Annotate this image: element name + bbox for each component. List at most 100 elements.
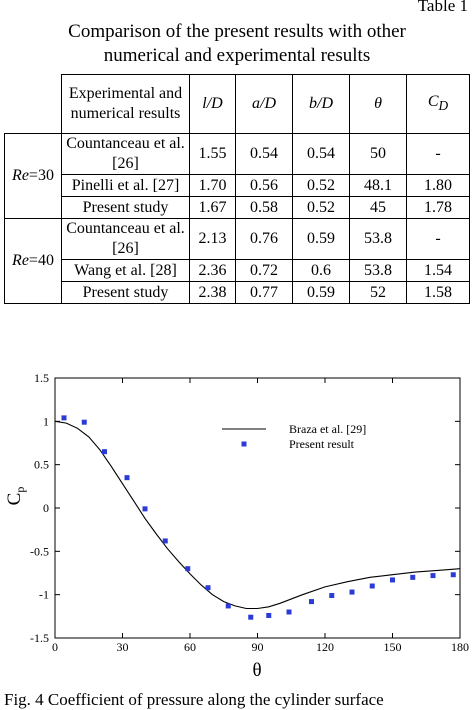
re-value: =30 bbox=[28, 167, 54, 184]
y-axis-title-symbol: C bbox=[4, 493, 25, 506]
re-symbol: Re bbox=[12, 252, 29, 269]
a-cell: 0.72 bbox=[235, 259, 293, 282]
table-row: Re=30 Countanceau et al. [26] 1.55 0.54 … bbox=[4, 133, 470, 219]
present-result-point bbox=[286, 609, 292, 615]
a-cell: 0.56 bbox=[235, 174, 293, 197]
header-blank-cell bbox=[4, 74, 62, 134]
b-cell: 0.59 bbox=[292, 281, 350, 304]
x-tick-label: 30 bbox=[117, 640, 129, 654]
header-cd-symbol: C bbox=[427, 92, 439, 110]
y-tick-label: 1.5 bbox=[34, 371, 49, 385]
b-cell: 0.54 bbox=[292, 133, 350, 175]
method-cell: Countanceau et al. [26] bbox=[61, 133, 190, 175]
re-group-cell: Re=40 bbox=[4, 218, 62, 304]
present-result-point bbox=[225, 603, 231, 609]
cd-cell: - bbox=[406, 133, 470, 175]
theta-cell: 48.1 bbox=[349, 174, 407, 197]
l-cell: 2.36 bbox=[189, 259, 236, 282]
legend-label: Braza et al. [29] bbox=[289, 422, 366, 436]
table-row: Present study 2.38 0.77 0.59 52 1.58 bbox=[5, 281, 470, 304]
y-axis-title: Cp bbox=[4, 487, 27, 506]
present-result-point bbox=[162, 538, 168, 544]
theta-cell: 52 bbox=[349, 281, 407, 304]
theta-cell: 53.8 bbox=[349, 259, 407, 282]
l-cell: 1.70 bbox=[189, 174, 236, 197]
cd-cell: 1.58 bbox=[406, 281, 470, 304]
plot-frame bbox=[54, 377, 461, 639]
present-result-point bbox=[329, 593, 335, 599]
header-theta: θ bbox=[349, 74, 407, 134]
present-result-point bbox=[390, 577, 395, 583]
y-axis-title-subscript: p bbox=[13, 487, 27, 493]
header-b-over-d: b/D bbox=[292, 74, 350, 134]
figure-caption: Fig. 4 Coefficient of pressure along the… bbox=[4, 690, 384, 709]
re-value: =40 bbox=[28, 252, 54, 269]
header-method: Experimental and numerical results bbox=[61, 74, 190, 134]
theta-cell: 45 bbox=[349, 196, 407, 219]
method-cell: Present study bbox=[61, 281, 190, 304]
b-cell: 0.6 bbox=[292, 259, 350, 282]
braza-line-series bbox=[54, 420, 461, 610]
present-result-point bbox=[248, 614, 254, 620]
theta-cell: 53.8 bbox=[349, 218, 407, 260]
present-result-point bbox=[81, 419, 87, 425]
table-caption-line-2: numerical and experimental results bbox=[103, 45, 371, 66]
present-result-point bbox=[450, 572, 456, 578]
table-caption-line-1: Comparison of the present results with o… bbox=[68, 21, 406, 42]
header-cd: CD bbox=[406, 74, 470, 134]
y-tick-label: 0 bbox=[43, 501, 49, 515]
l-cell: 1.55 bbox=[189, 133, 236, 175]
method-cell: Countanceau et al. [26] bbox=[61, 218, 190, 260]
table-label: Table 1 bbox=[417, 0, 468, 15]
cd-cell: 1.78 bbox=[406, 196, 470, 219]
y-tick-label: -1.5 bbox=[30, 631, 49, 645]
table-header-row: Experimental and numerical results l/D a… bbox=[4, 74, 470, 134]
re-group-cell: Re=30 bbox=[4, 133, 62, 219]
cd-cell: 1.80 bbox=[406, 174, 470, 197]
chart-series bbox=[54, 415, 461, 620]
x-tick-label: 180 bbox=[451, 640, 469, 654]
present-result-point bbox=[102, 449, 107, 455]
l-cell: 2.13 bbox=[189, 218, 236, 260]
cd-cell: 1.54 bbox=[406, 259, 470, 282]
legend-marker-swatch bbox=[241, 441, 247, 447]
present-result-point bbox=[124, 475, 130, 481]
y-tick-label: -0.5 bbox=[30, 544, 49, 558]
x-tick-label: 0 bbox=[52, 640, 58, 654]
l-cell: 1.67 bbox=[189, 196, 236, 219]
a-cell: 0.77 bbox=[235, 281, 293, 304]
table-row: Present study 1.67 0.58 0.52 45 1.78 bbox=[5, 196, 470, 219]
a-cell: 0.76 bbox=[235, 218, 293, 260]
x-tick-label: 120 bbox=[316, 640, 334, 654]
present-result-point bbox=[430, 573, 436, 579]
present-result-point bbox=[349, 589, 355, 595]
results-table: Experimental and numerical results l/D a… bbox=[4, 74, 470, 304]
header-l-over-d: l/D bbox=[189, 74, 236, 134]
b-cell: 0.59 bbox=[292, 218, 350, 260]
y-tick-label: -1 bbox=[39, 588, 49, 602]
present-result-point bbox=[205, 585, 211, 591]
method-cell: Present study bbox=[61, 196, 190, 219]
header-a-over-d: a/D bbox=[235, 74, 293, 134]
present-result-point bbox=[266, 612, 272, 618]
table-row: Wang et al. [28] 2.36 0.72 0.6 53.8 1.54 bbox=[5, 259, 470, 282]
a-cell: 0.58 bbox=[235, 196, 293, 219]
x-axis-title: θ bbox=[252, 660, 261, 681]
re-symbol: Re bbox=[12, 167, 29, 184]
y-tick-label: 1 bbox=[43, 414, 49, 428]
present-result-point bbox=[410, 574, 416, 580]
legend-label: Present result bbox=[289, 437, 355, 451]
present-result-point bbox=[309, 599, 314, 605]
method-cell: Wang et al. [28] bbox=[61, 259, 190, 282]
table-row: Pinelli et al. [27] 1.70 0.56 0.52 48.1 … bbox=[5, 174, 470, 197]
method-cell: Pinelli et al. [27] bbox=[61, 174, 190, 197]
b-cell: 0.52 bbox=[292, 174, 350, 197]
present-result-point bbox=[61, 415, 67, 421]
present-result-point bbox=[142, 506, 148, 512]
header-cd-subscript: D bbox=[438, 98, 449, 114]
table-row: Re=40 Countanceau et al. [26] 2.13 0.76 … bbox=[4, 218, 470, 304]
chart-axes: 0 30 60 90 120 150 180 -1.5 -1 -0.5 0 0.5 1 1.5 bbox=[30, 371, 469, 654]
y-tick-label: 0.5 bbox=[34, 458, 49, 472]
x-tick-label: 60 bbox=[184, 640, 196, 654]
a-cell: 0.54 bbox=[235, 133, 293, 175]
